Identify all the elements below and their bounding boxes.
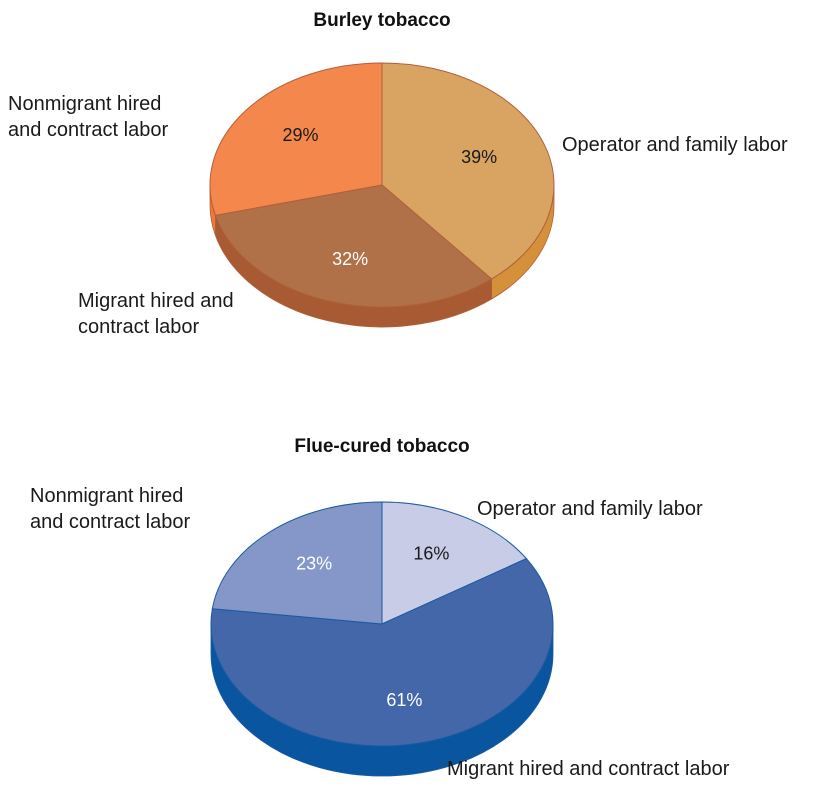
slice	[381, 62, 555, 280]
slice	[210, 558, 554, 747]
legend-label: Operator and family labor	[562, 134, 788, 156]
value-label: 32%	[332, 249, 368, 269]
slice	[214, 184, 493, 308]
slice	[211, 501, 383, 625]
value-label: 16%	[413, 543, 449, 563]
value-label: 23%	[296, 553, 332, 573]
value-label: 39%	[461, 147, 497, 167]
chart-title: Flue-cured tobacco	[294, 436, 470, 457]
legend-label: Migrant hired and contract labor	[78, 290, 234, 338]
value-label: 61%	[386, 690, 422, 710]
legend-label: Operator and family labor	[477, 498, 703, 520]
legend-label: Migrant hired and contract labor	[447, 758, 730, 780]
value-label: 29%	[282, 125, 318, 145]
slice	[209, 62, 383, 216]
legend-label: Nonmigrant hired and contract labor	[8, 93, 169, 141]
chart-title: Burley tobacco	[313, 10, 451, 31]
slice	[381, 501, 528, 625]
legend-label: Nonmigrant hired and contract labor	[30, 485, 191, 533]
